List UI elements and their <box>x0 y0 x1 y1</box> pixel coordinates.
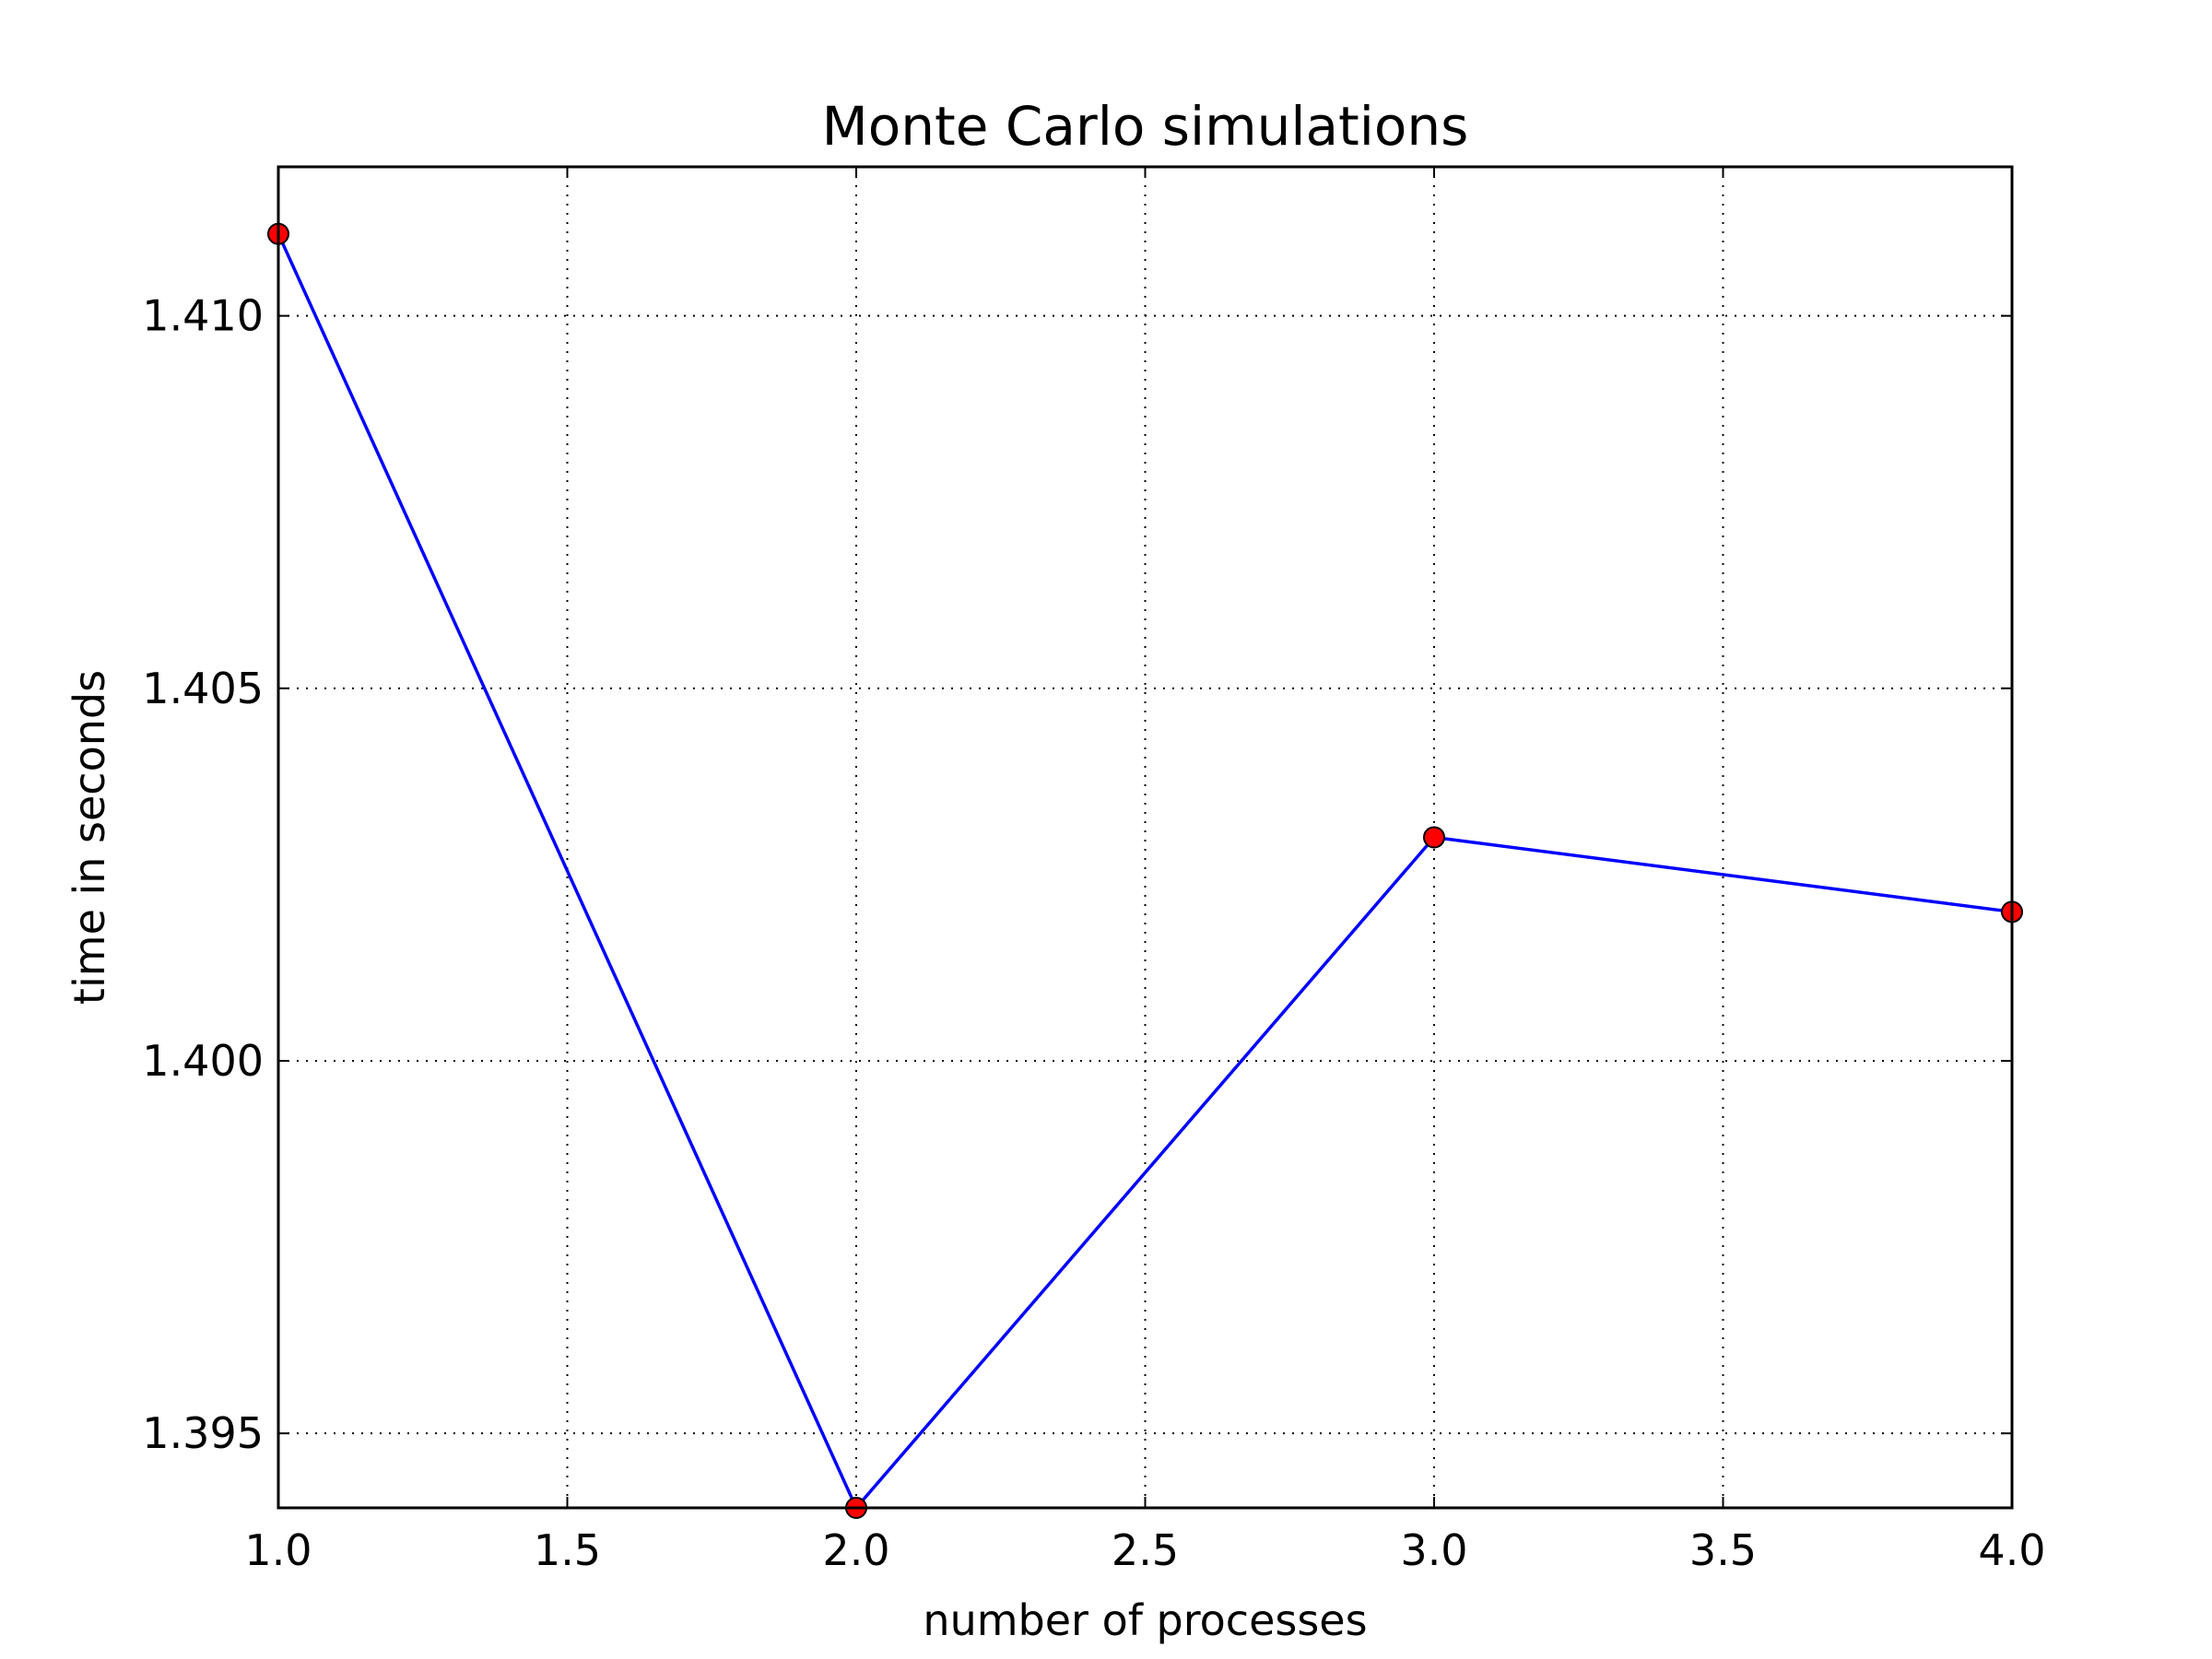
y-tick-label: 1.395 <box>142 1408 264 1458</box>
grid <box>278 167 2012 1508</box>
x-tick-label: 2.0 <box>822 1525 889 1575</box>
x-tick-label: 2.5 <box>1112 1525 1179 1575</box>
x-tick-label: 1.0 <box>244 1525 312 1575</box>
y-tick-label: 1.405 <box>142 664 264 713</box>
x-axis-label: number of processes <box>923 1595 1367 1645</box>
chart-title: Monte Carlo simulations <box>822 95 1469 158</box>
y-tick-label: 1.410 <box>142 291 264 341</box>
y-axis-label: time in seconds <box>65 670 114 1005</box>
y-tick-label: 1.400 <box>142 1036 264 1086</box>
tick-labels: 1.0 1.5 2.0 2.5 3.0 3.5 4.0 1.395 1.400 1.405 1.41… <box>142 291 2045 1575</box>
data-point <box>1423 826 1445 849</box>
plot-frame <box>276 165 2014 1510</box>
series-line <box>276 232 2013 1510</box>
x-tick-label: 4.0 <box>1978 1525 2045 1575</box>
x-tick-label: 3.5 <box>1689 1525 1757 1575</box>
x-tick-label: 1.5 <box>534 1525 601 1575</box>
x-tick-label: 3.0 <box>1400 1525 1467 1575</box>
